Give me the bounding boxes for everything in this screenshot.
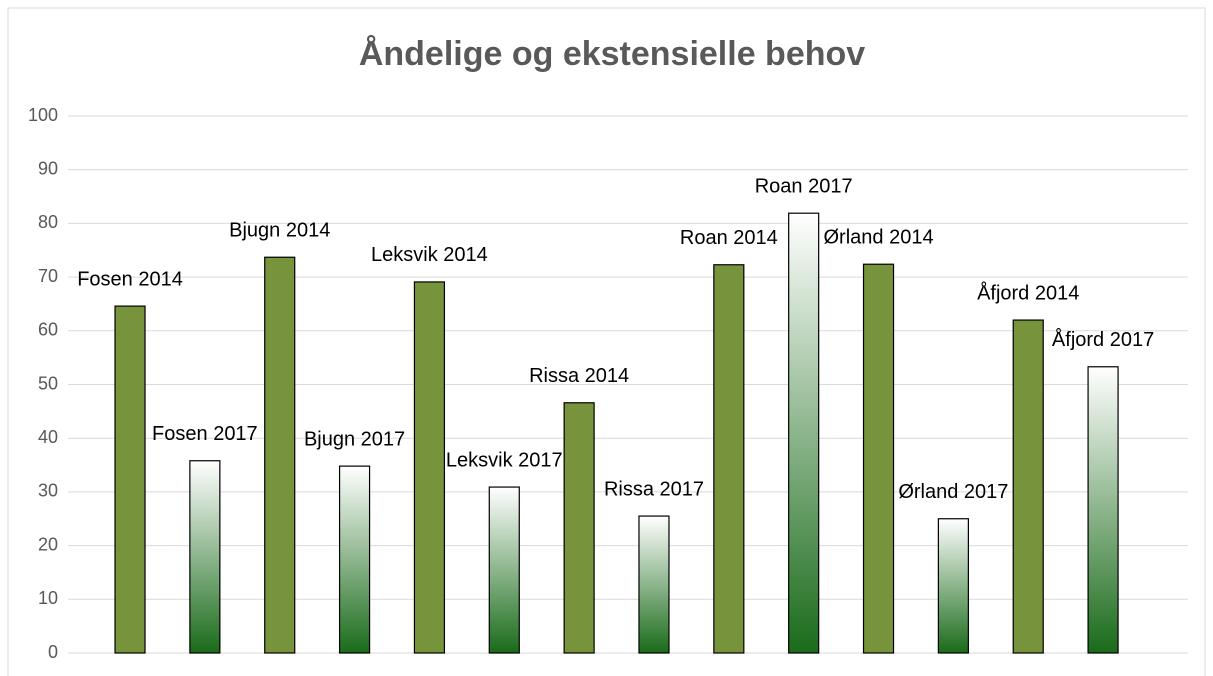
y-tick-label: 80 — [38, 212, 58, 232]
bar — [114, 305, 146, 654]
bar — [338, 465, 371, 654]
data-label: Åfjord 2017 — [1052, 328, 1154, 351]
data-label: Fosen 2017 — [152, 423, 258, 445]
y-tick-label: 0 — [48, 642, 58, 662]
y-tick-label: 20 — [38, 534, 58, 554]
bar — [937, 518, 969, 654]
data-label: Bjugn 2014 — [229, 220, 330, 242]
bar — [189, 460, 221, 654]
bar — [563, 402, 595, 654]
bar — [638, 515, 670, 654]
y-tick-label: 40 — [38, 427, 58, 447]
y-tick-label: 90 — [38, 158, 58, 178]
data-label: Leksvik 2014 — [371, 244, 488, 266]
data-label: Roan 2017 — [755, 175, 853, 197]
y-tick-label: 100 — [28, 105, 58, 125]
y-tick-label: 70 — [38, 266, 58, 286]
data-label: Åfjord 2014 — [977, 281, 1079, 304]
bar — [488, 486, 520, 654]
chart-title: Åndelige og ekstensielle behov — [359, 35, 865, 73]
bar — [413, 281, 446, 654]
data-label: Rissa 2017 — [604, 478, 704, 500]
data-label: Ørland 2014 — [823, 226, 933, 248]
data-label: Ørland 2017 — [898, 481, 1008, 503]
y-tick-label: 30 — [38, 481, 58, 501]
bar — [862, 263, 895, 654]
data-label: Roan 2014 — [680, 227, 778, 249]
bar — [1012, 319, 1044, 654]
y-tick-label: 50 — [38, 373, 58, 393]
data-label: Fosen 2014 — [77, 268, 183, 290]
y-tick-label: 60 — [38, 320, 58, 340]
y-tick-label: 10 — [38, 588, 58, 608]
bar — [713, 264, 745, 654]
bar — [788, 212, 820, 654]
data-label: Rissa 2014 — [529, 365, 629, 387]
bar — [1087, 366, 1119, 654]
data-label: Bjugn 2017 — [304, 428, 405, 450]
bar — [264, 256, 296, 654]
data-label: Leksvik 2017 — [446, 449, 563, 471]
